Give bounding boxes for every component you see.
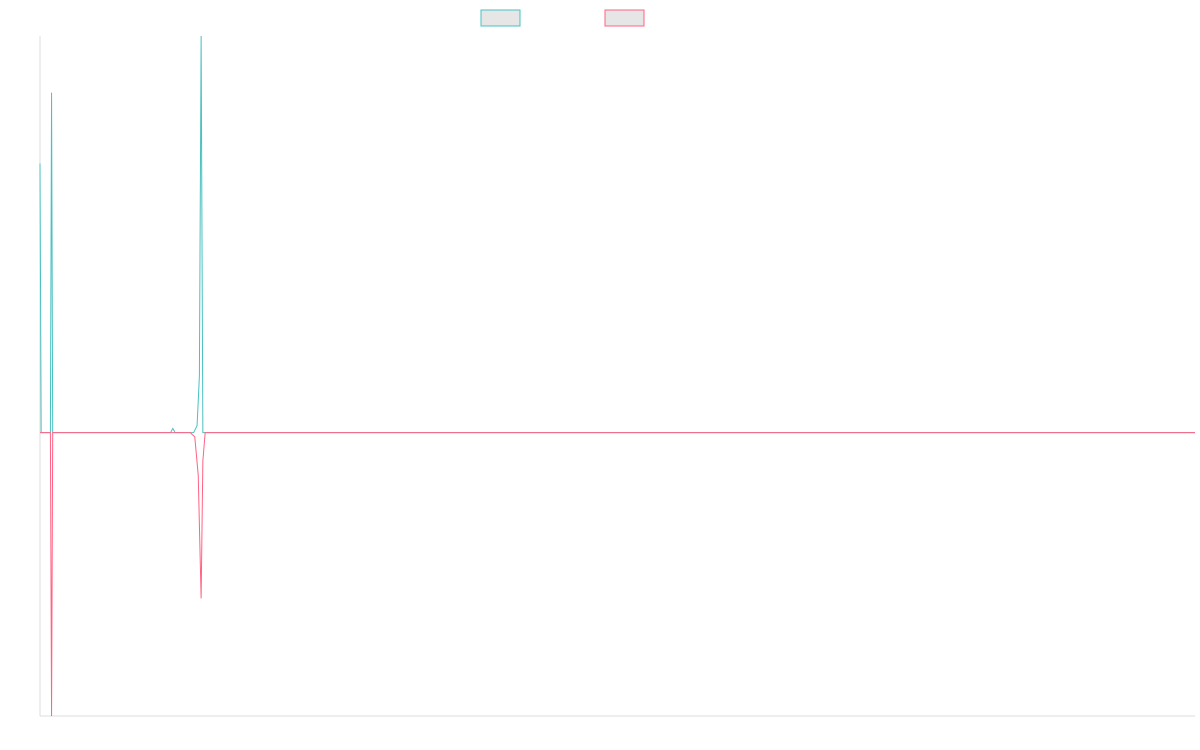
legend-swatch-1[interactable] (480, 9, 521, 27)
series-line-1 (39, 35, 1195, 434)
chart-legend (480, 9, 645, 27)
legend-swatch-2[interactable] (604, 9, 645, 27)
chart-axes (39, 36, 1195, 717)
chart-series (39, 35, 1195, 717)
series-line-2 (40, 432, 1195, 717)
